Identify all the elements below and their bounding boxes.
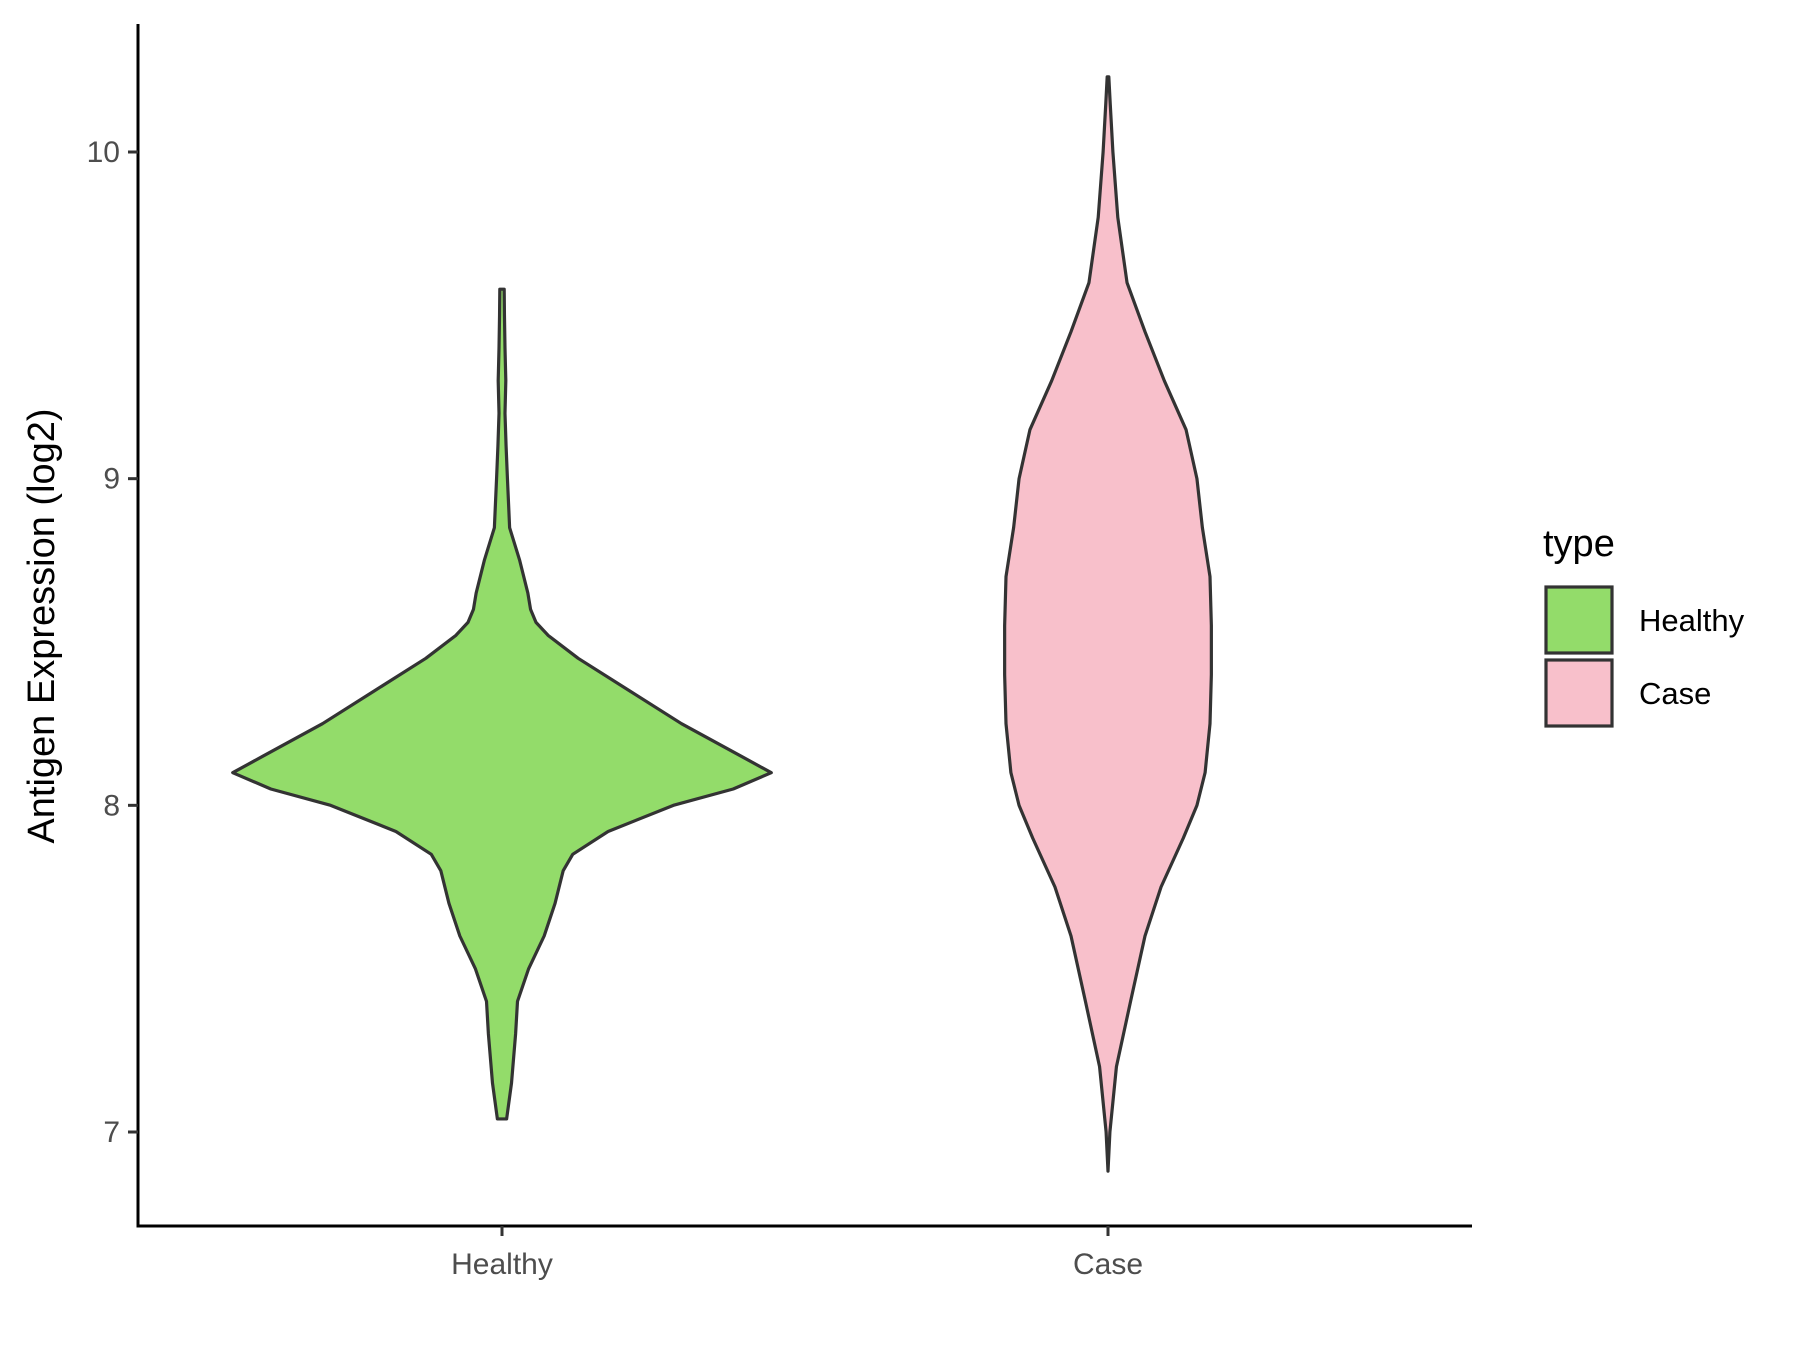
violin-case bbox=[1003, 75, 1213, 1173]
violin-healthy bbox=[231, 287, 773, 1121]
legend: type Healthy Case bbox=[1543, 523, 1745, 728]
legend-key-case bbox=[1544, 658, 1614, 728]
legend-label-case: Case bbox=[1639, 676, 1711, 711]
legend-title: type bbox=[1543, 523, 1615, 565]
x-tick-label: Healthy bbox=[451, 1248, 553, 1281]
x-tick-label: Case bbox=[1073, 1248, 1143, 1281]
axes: 7 8 9 10 Healthy Case bbox=[87, 24, 1472, 1281]
legend-key-healthy bbox=[1544, 585, 1614, 655]
y-tick-label: 9 bbox=[103, 463, 120, 496]
y-axis-title: Antigen Expression (log2) bbox=[21, 408, 63, 843]
y-tick-label: 7 bbox=[103, 1116, 120, 1149]
y-tick-label: 10 bbox=[87, 136, 120, 169]
violin-layer bbox=[231, 75, 1213, 1173]
legend-label-healthy: Healthy bbox=[1639, 603, 1745, 638]
y-tick-label: 8 bbox=[103, 789, 120, 822]
